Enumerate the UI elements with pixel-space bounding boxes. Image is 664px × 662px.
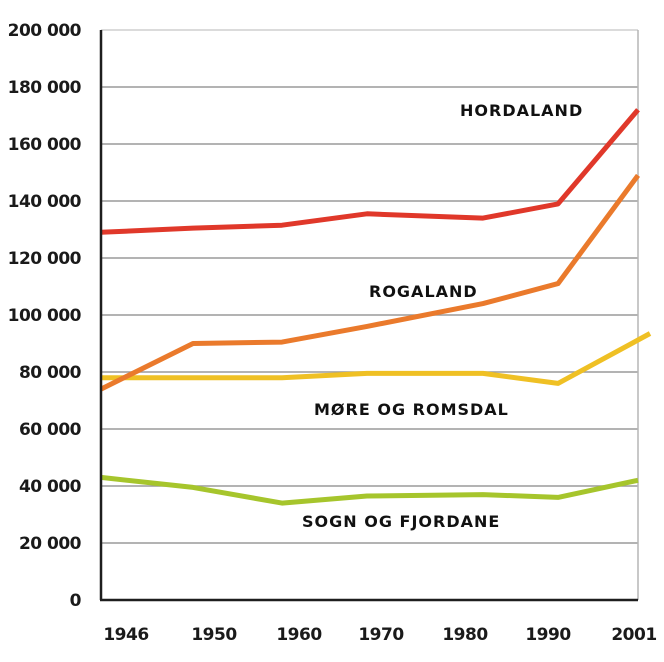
label-sogn-og-fjordane: SOGN OG FJORDANE <box>302 512 500 531</box>
x-tick-label: 1950 <box>191 625 237 645</box>
x-axis-ticks: 1946 1950 1960 1970 1980 1990 2001 <box>103 625 657 645</box>
label-hordaland: HORDALAND <box>460 101 583 120</box>
y-tick-label: 120 000 <box>8 249 82 269</box>
series-line-rogaland <box>99 173 641 392</box>
y-tick-label: 140 000 <box>8 192 82 212</box>
y-tick-label: 40 000 <box>19 477 82 497</box>
x-tick-label: 1946 <box>103 625 148 645</box>
label-more-og-romsdal: MØRE OG ROMSDAL <box>314 400 509 419</box>
y-tick-label: 80 000 <box>19 363 82 383</box>
x-tick-label: 1970 <box>358 625 404 645</box>
series-lines <box>99 108 652 506</box>
y-tick-label: 0 <box>70 591 82 611</box>
x-tick-label: 1980 <box>442 625 488 645</box>
y-tick-label: 180 000 <box>8 78 82 98</box>
x-tick-label: 1960 <box>276 625 322 645</box>
y-tick-label: 100 000 <box>8 306 82 326</box>
y-tick-label: 20 000 <box>19 534 82 554</box>
x-tick-label: 1990 <box>525 625 571 645</box>
series-line-hordaland <box>100 108 640 235</box>
series-line-m-re-og-romsdal <box>101 331 652 386</box>
y-tick-label: 60 000 <box>19 420 82 440</box>
label-rogaland: ROGALAND <box>369 282 478 301</box>
y-tick-label: 200 000 <box>8 21 82 41</box>
y-tick-label: 160 000 <box>8 135 82 155</box>
y-axis-ticks: 0 20 000 40 000 60 000 80 000 100 000 120 000 1… <box>8 21 83 611</box>
x-tick-label: 2001 <box>611 625 656 645</box>
series-line-sogn-og-fjordane <box>100 474 639 506</box>
